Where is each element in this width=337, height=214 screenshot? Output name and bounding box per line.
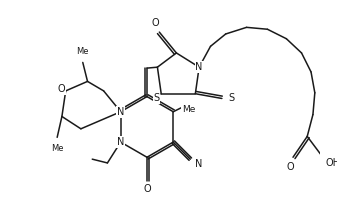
Text: O: O [152,18,159,28]
Text: Me: Me [76,47,89,56]
Text: OH: OH [325,158,337,168]
Text: S: S [153,94,159,103]
Text: Me: Me [182,105,195,114]
Text: N: N [195,159,203,169]
Text: N: N [195,62,203,72]
Text: Me: Me [51,144,63,153]
Text: O: O [286,162,294,172]
Text: O: O [57,84,65,94]
Text: S: S [228,94,235,103]
Text: N: N [117,107,124,117]
Text: O: O [143,184,151,193]
Text: N: N [117,137,124,147]
